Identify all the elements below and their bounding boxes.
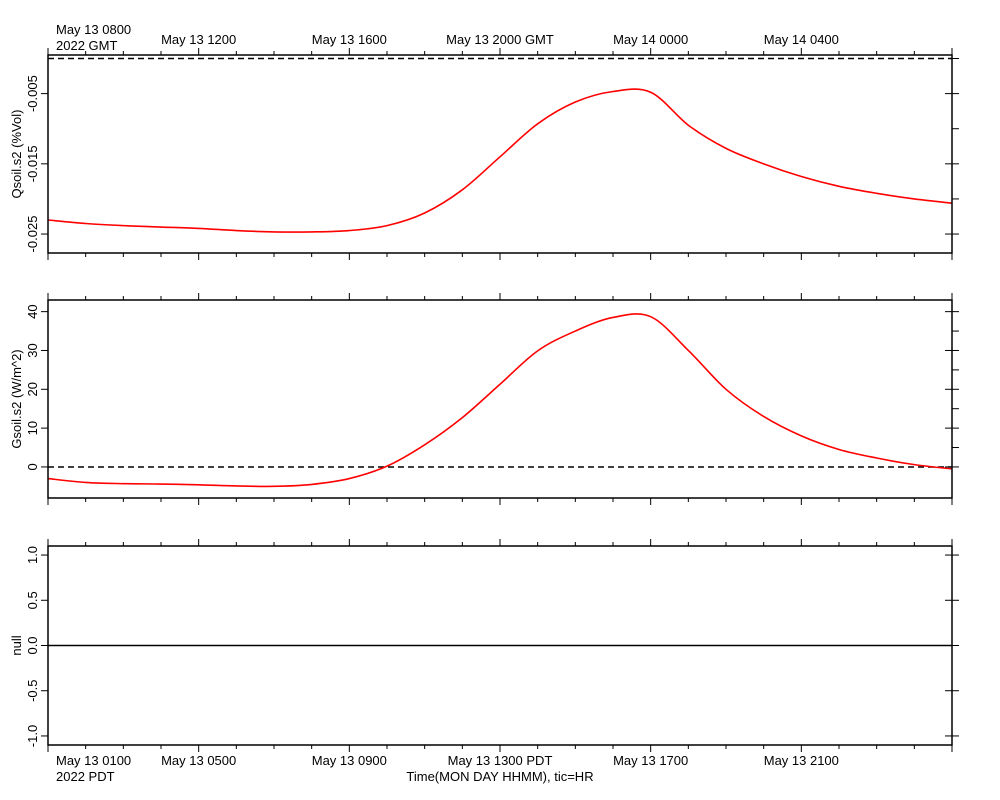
null-y-tick-label: -1.0 — [25, 725, 40, 747]
qsoil-y-tick-label: -0.005 — [25, 75, 40, 112]
gsoil-y-tick-label: 10 — [25, 421, 40, 435]
bottom-time-label: May 13 1300 PDT — [448, 753, 553, 768]
top-time-label: May 14 0000 — [613, 32, 688, 47]
qsoil-series-line — [47, 88, 953, 233]
top-year-label: 2022 GMT — [56, 38, 117, 53]
top-time-label: May 13 1600 — [312, 32, 387, 47]
qsoil-y-axis-label: Qsoil.s2 (%Vol) — [9, 110, 24, 199]
qsoil-y-tick-label: -0.025 — [25, 216, 40, 253]
gsoil-series-line — [47, 313, 953, 488]
bottom-year-label: 2022 PDT — [56, 769, 115, 784]
null-y-tick-label: 0.5 — [25, 591, 40, 609]
qsoil-y-tick-label: -0.015 — [25, 145, 40, 182]
bottom-time-label: May 13 0900 — [312, 753, 387, 768]
top-time-label: May 13 1200 — [161, 32, 236, 47]
bottom-time-label: May 13 1700 — [613, 753, 688, 768]
gsoil-y-tick-label: 0 — [25, 463, 40, 470]
null-y-tick-label: 1.0 — [25, 546, 40, 564]
null-y-tick-label: -0.5 — [25, 679, 40, 701]
bottom-time-label: May 13 2100 — [764, 753, 839, 768]
null-y-axis-label: null — [9, 635, 24, 655]
x-axis-title: Time(MON DAY HHMM), tic=HR — [406, 769, 593, 784]
gsoil-y-tick-label: 20 — [25, 382, 40, 396]
top-time-label: May 13 0800 — [56, 22, 131, 37]
gsoil-y-tick-label: 40 — [25, 304, 40, 318]
top-time-label: May 14 0400 — [764, 32, 839, 47]
gsoil-y-tick-label: 30 — [25, 343, 40, 357]
bottom-time-label: May 13 0100 — [56, 753, 131, 768]
top-time-label: May 13 2000 GMT — [446, 32, 554, 47]
null-y-tick-label: 0.0 — [25, 636, 40, 654]
bottom-time-label: May 13 0500 — [161, 753, 236, 768]
gsoil-y-axis-label: Gsoil.s2 (W/m^2) — [9, 349, 24, 448]
